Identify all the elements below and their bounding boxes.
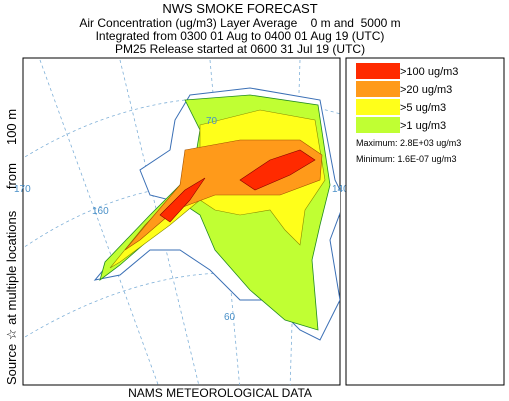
legend-label: >1 ug/m3 bbox=[400, 120, 446, 132]
map-label: 170 bbox=[14, 184, 31, 195]
subtitle-line: Integrated from 0300 01 Aug to 0400 01 A… bbox=[96, 29, 385, 43]
legend-label: >5 ug/m3 bbox=[400, 102, 446, 114]
map: 170 160 70 140 60 bbox=[14, 57, 349, 386]
footer: NAMS METEOROLOGICAL DATA bbox=[128, 386, 312, 400]
legend-label: >100 ug/m3 bbox=[400, 66, 458, 78]
legend: Maximum: 2.8E+03 ug/m3 Minimum: 1.6E-07 … bbox=[345, 57, 505, 386]
legend-swatch bbox=[356, 63, 400, 79]
legend-minimum: Minimum: 1.6E-07 ug/m3 bbox=[356, 154, 457, 164]
subtitle-line: PM25 Release started at 0600 31 Jul 19 (… bbox=[115, 42, 365, 56]
plume-4 bbox=[159, 149, 316, 223]
subtitle-line: Air Concentration (ug/m3) Layer Average … bbox=[79, 16, 400, 30]
map-label: 160 bbox=[92, 206, 109, 217]
side-label: Source ☆ at multiple locations from 100 … bbox=[4, 109, 19, 385]
title: NWS SMOKE FORECAST bbox=[162, 1, 317, 16]
map-label: 70 bbox=[206, 116, 218, 127]
legend-maximum: Maximum: 2.8E+03 ug/m3 bbox=[356, 138, 461, 148]
map-label: 60 bbox=[224, 312, 236, 323]
map-label: 140 bbox=[332, 184, 349, 195]
legend-swatch bbox=[356, 117, 400, 133]
legend-label: >20 ug/m3 bbox=[400, 84, 452, 96]
legend-swatch bbox=[356, 81, 400, 97]
legend-swatch bbox=[356, 99, 400, 115]
